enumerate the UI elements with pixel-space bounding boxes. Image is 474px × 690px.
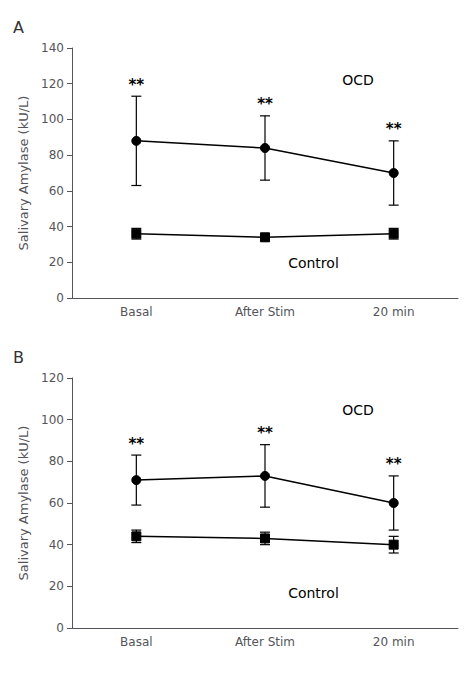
svg-text:0: 0 xyxy=(56,621,64,635)
svg-text:Control: Control xyxy=(288,255,339,271)
svg-text:20 min: 20 min xyxy=(373,305,415,319)
svg-text:**: ** xyxy=(257,424,273,442)
svg-text:40: 40 xyxy=(49,220,64,234)
svg-text:Salivary Amylase (kU/L): Salivary Amylase (kU/L) xyxy=(16,426,31,581)
svg-text:120: 120 xyxy=(41,371,64,385)
svg-text:80: 80 xyxy=(49,454,64,468)
svg-text:Basal: Basal xyxy=(120,305,153,319)
svg-text:100: 100 xyxy=(41,413,64,427)
svg-text:B: B xyxy=(13,348,24,367)
svg-text:140: 140 xyxy=(41,41,64,55)
svg-text:**: ** xyxy=(128,76,144,94)
svg-text:A: A xyxy=(13,18,24,37)
svg-text:120: 120 xyxy=(41,77,64,91)
svg-text:80: 80 xyxy=(49,148,64,162)
svg-text:**: ** xyxy=(386,120,402,138)
svg-text:**: ** xyxy=(386,455,402,473)
svg-text:0: 0 xyxy=(56,291,64,305)
svg-text:**: ** xyxy=(128,435,144,453)
svg-text:20: 20 xyxy=(49,579,64,593)
svg-text:After Stim: After Stim xyxy=(235,305,295,319)
svg-text:20: 20 xyxy=(49,255,64,269)
svg-text:40: 40 xyxy=(49,538,64,552)
svg-text:**: ** xyxy=(257,95,273,113)
svg-text:Basal: Basal xyxy=(120,635,153,649)
svg-text:60: 60 xyxy=(49,496,64,510)
svg-text:Salivary Amylase (kU/L): Salivary Amylase (kU/L) xyxy=(16,96,31,251)
svg-text:After Stim: After Stim xyxy=(235,635,295,649)
svg-text:OCD: OCD xyxy=(342,402,374,418)
svg-text:100: 100 xyxy=(41,112,64,126)
svg-text:Control: Control xyxy=(288,585,339,601)
svg-text:20 min: 20 min xyxy=(373,635,415,649)
svg-text:60: 60 xyxy=(49,184,64,198)
svg-text:OCD: OCD xyxy=(342,72,374,88)
